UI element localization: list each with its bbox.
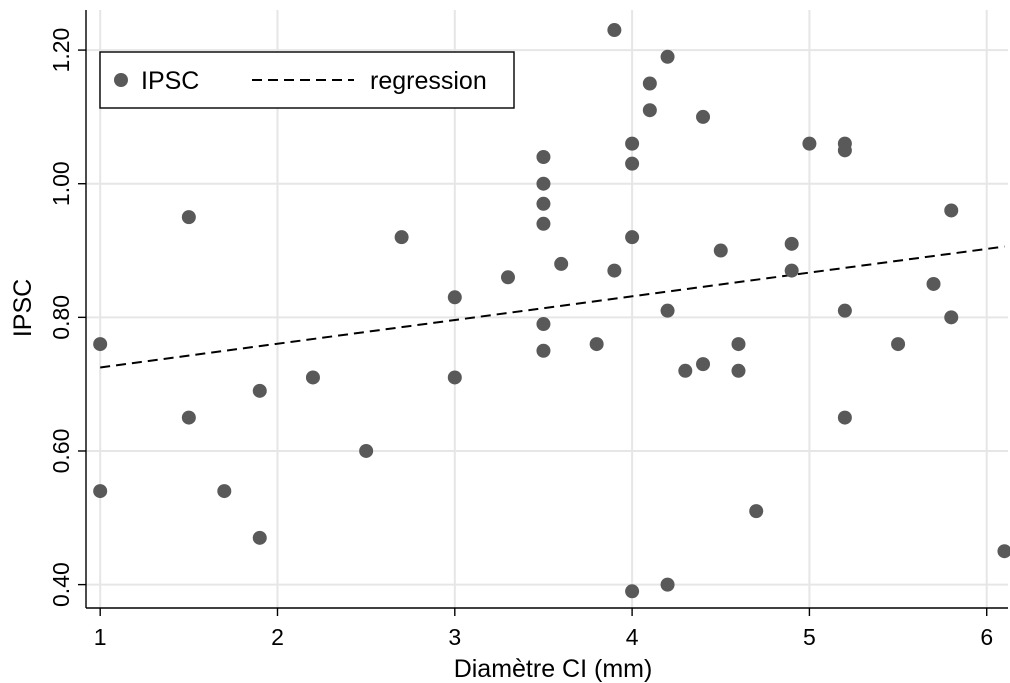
data-point: [997, 544, 1010, 559]
x-tick-label: 3: [448, 624, 461, 650]
regression-line: [100, 245, 1005, 369]
x-axis-title: Diamètre CI (mm): [454, 655, 653, 683]
data-point: [252, 530, 267, 545]
data-point: [660, 303, 675, 318]
y-tick-label: 1.20: [48, 28, 74, 73]
data-point: [891, 337, 906, 352]
data-point: [536, 149, 551, 164]
data-point: [607, 23, 622, 38]
data-point: [625, 136, 640, 151]
regression-layer: [100, 245, 1005, 369]
data-point: [660, 577, 675, 592]
x-tick-label: 2: [271, 624, 284, 650]
x-axis-ticks: 1 2 3 4 5 6: [94, 608, 993, 650]
data-point: [660, 49, 675, 64]
data-point: [536, 196, 551, 211]
data-point: [305, 370, 320, 385]
y-tick-label: 0.60: [48, 429, 74, 474]
data-point: [93, 337, 108, 352]
y-tick-label: 0.40: [48, 562, 74, 607]
data-point: [642, 103, 657, 118]
legend-label-ipsc: IPSC: [141, 67, 199, 95]
data-point: [696, 109, 711, 124]
data-point: [217, 484, 232, 499]
data-point: [447, 370, 462, 385]
data-point: [359, 443, 374, 458]
legend-label-regression: regression: [370, 67, 487, 95]
data-point: [696, 357, 711, 372]
data-point: [447, 290, 462, 305]
data-point: [181, 210, 196, 225]
data-point: [837, 143, 852, 158]
data-point: [784, 263, 799, 278]
data-point: [554, 256, 569, 271]
data-point: [93, 484, 108, 499]
data-point: [944, 203, 959, 218]
data-point: [536, 216, 551, 231]
data-point: [536, 343, 551, 358]
axes: [85, 10, 1008, 609]
data-point: [837, 303, 852, 318]
legend: IPSC regression: [99, 51, 515, 109]
data-point: [500, 270, 515, 285]
legend-marker-ipsc: [114, 73, 128, 87]
x-tick-label: 4: [626, 624, 639, 650]
data-point: [731, 363, 746, 378]
grid: [86, 10, 1008, 608]
y-tick-label: 0.80: [48, 295, 74, 340]
data-point: [536, 176, 551, 191]
x-tick-label: 5: [803, 624, 816, 650]
data-point: [252, 383, 267, 398]
y-tick-label: 1.00: [48, 161, 74, 206]
data-point: [784, 236, 799, 251]
data-point: [837, 410, 852, 425]
x-tick-label: 6: [980, 624, 993, 650]
data-point: [713, 243, 728, 258]
data-point: [181, 410, 196, 425]
data-point: [394, 230, 409, 245]
points-layer: [93, 23, 1010, 599]
data-point: [802, 136, 817, 151]
data-point: [625, 156, 640, 171]
data-point: [625, 584, 640, 599]
y-axis-title: IPSC: [9, 279, 37, 337]
data-point: [589, 337, 604, 352]
x-tick-label: 1: [94, 624, 107, 650]
data-point: [607, 263, 622, 278]
data-point: [749, 504, 764, 519]
y-axis-ticks: 0.40 0.60 0.80 1.00 1.20: [48, 28, 86, 607]
data-point: [926, 276, 941, 291]
data-point: [536, 317, 551, 332]
data-point: [625, 230, 640, 245]
data-point: [731, 337, 746, 352]
data-point: [678, 363, 693, 378]
data-point: [642, 76, 657, 91]
data-point: [944, 310, 959, 325]
